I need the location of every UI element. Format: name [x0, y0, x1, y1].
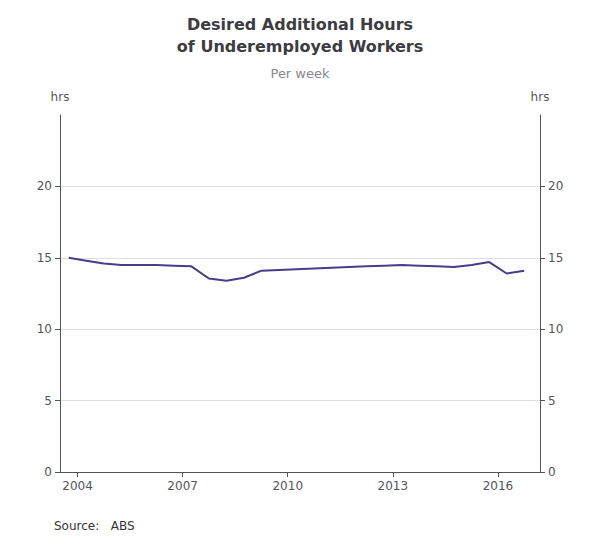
svg-text:5: 5: [548, 394, 556, 408]
svg-text:hrs: hrs: [51, 90, 70, 104]
svg-text:of Underemployed Workers: of Underemployed Workers: [177, 37, 423, 56]
svg-text:2010: 2010: [272, 479, 303, 493]
svg-text:Source: ABS: Source: ABS: [54, 519, 135, 533]
svg-text:10: 10: [37, 322, 52, 336]
svg-text:5: 5: [44, 394, 52, 408]
svg-text:10: 10: [548, 322, 563, 336]
svg-text:0: 0: [44, 465, 52, 479]
svg-text:2016: 2016: [483, 479, 514, 493]
svg-text:2013: 2013: [378, 479, 409, 493]
svg-text:20: 20: [37, 179, 52, 193]
svg-text:15: 15: [548, 251, 563, 265]
svg-text:2007: 2007: [167, 479, 198, 493]
svg-text:0: 0: [548, 465, 556, 479]
svg-text:Desired Additional Hours: Desired Additional Hours: [187, 15, 413, 34]
svg-text:Per week: Per week: [270, 66, 329, 81]
svg-text:15: 15: [37, 251, 52, 265]
svg-text:2004: 2004: [62, 479, 93, 493]
svg-text:20: 20: [548, 179, 563, 193]
svg-text:hrs: hrs: [531, 90, 550, 104]
